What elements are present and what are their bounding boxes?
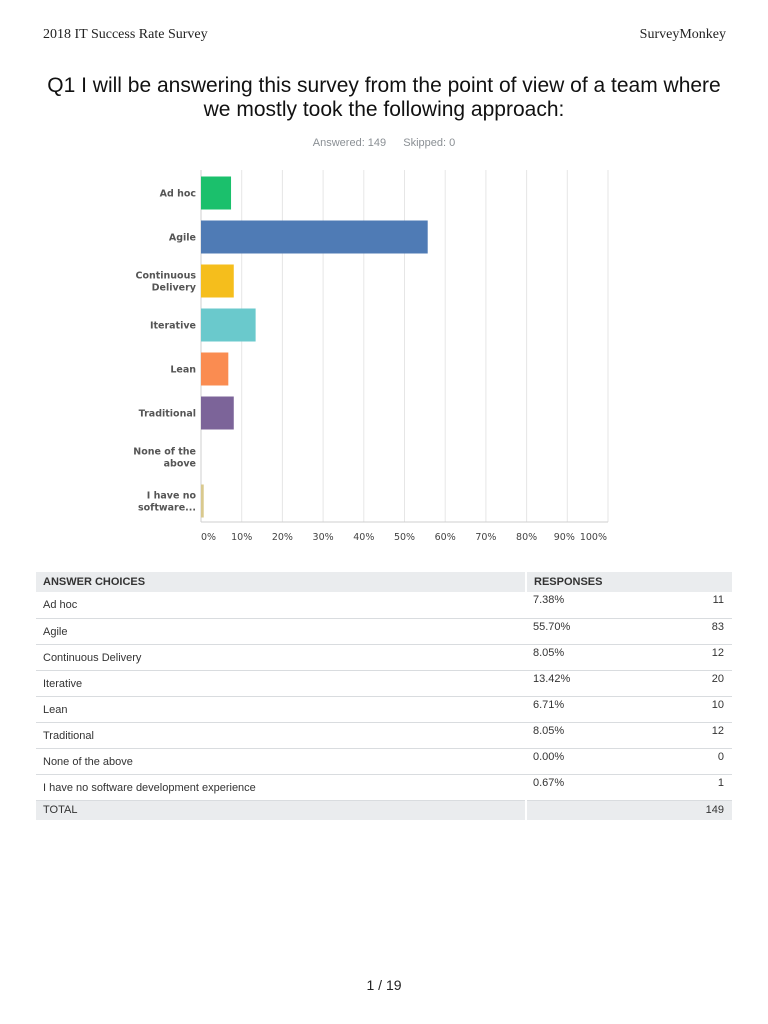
x-tick-label: 80% bbox=[516, 532, 537, 543]
x-tick-label: 90% bbox=[554, 532, 575, 543]
response-count-cell: 0 bbox=[656, 748, 732, 775]
total-count: 149 bbox=[656, 800, 732, 820]
category-label: Delivery bbox=[152, 283, 197, 294]
x-tick-label: 70% bbox=[475, 532, 496, 543]
table-row: I have no software development experienc… bbox=[36, 774, 732, 801]
response-count-cell: 83 bbox=[656, 618, 732, 645]
table-total-row: TOTAL 149 bbox=[36, 800, 732, 820]
bar-mark bbox=[201, 396, 234, 430]
table-row: Ad hoc 7.38% 11 bbox=[36, 592, 732, 619]
answer-choice-cell: Traditional bbox=[36, 722, 526, 749]
response-percent-cell: 0.67% bbox=[526, 774, 656, 801]
question-title: Q1 I will be answering this survey from … bbox=[20, 74, 748, 122]
response-percent-cell: 7.38% bbox=[526, 592, 656, 619]
category-label: Ad hoc bbox=[160, 189, 196, 200]
brand-name: SurveyMonkey bbox=[639, 27, 726, 42]
response-percent-cell: 13.42% bbox=[526, 670, 656, 697]
x-tick-label: 60% bbox=[435, 532, 456, 543]
table-row: Lean 6.71% 10 bbox=[36, 696, 732, 723]
answer-choice-cell: None of the above bbox=[36, 748, 526, 775]
bar-mark bbox=[201, 484, 204, 518]
total-spacer bbox=[525, 800, 656, 820]
response-count-cell: 12 bbox=[656, 644, 732, 671]
category-label: None of the bbox=[133, 447, 196, 458]
table-header-row: ANSWER CHOICES RESPONSES bbox=[36, 572, 732, 592]
response-count-cell: 10 bbox=[656, 696, 732, 723]
table-row: Iterative 13.42% 20 bbox=[36, 670, 732, 697]
x-tick-label: 0% bbox=[201, 532, 216, 543]
x-tick-label: 20% bbox=[272, 532, 293, 543]
bar-mark bbox=[201, 308, 256, 342]
bar-mark bbox=[201, 176, 232, 210]
table-row: Traditional 8.05% 12 bbox=[36, 722, 732, 749]
question-title-line-1: Q1 I will be answering this survey from … bbox=[47, 74, 721, 97]
answer-choice-cell: Agile bbox=[36, 618, 526, 645]
x-tick-label: 100% bbox=[580, 532, 607, 543]
response-count-cell: 20 bbox=[656, 670, 732, 697]
skipped-count: Skipped: 0 bbox=[403, 137, 456, 149]
x-tick-label: 50% bbox=[394, 532, 415, 543]
header-responses: RESPONSES bbox=[525, 572, 732, 592]
answered-count: Answered: 149 bbox=[312, 137, 387, 149]
x-tick-label: 30% bbox=[313, 532, 334, 543]
response-percent-cell: 55.70% bbox=[526, 618, 656, 645]
answer-choice-cell: Lean bbox=[36, 696, 526, 723]
category-label: software... bbox=[138, 503, 196, 514]
response-count-cell: 11 bbox=[656, 592, 732, 619]
table-row: Agile 55.70% 83 bbox=[36, 618, 732, 645]
response-count-cell: 12 bbox=[656, 722, 732, 749]
response-count-cell: 1 bbox=[656, 774, 732, 801]
category-label: Traditional bbox=[139, 409, 196, 420]
response-percent-cell: 6.71% bbox=[526, 696, 656, 723]
answer-choice-cell: Continuous Delivery bbox=[36, 644, 526, 671]
answer-choice-cell: Ad hoc bbox=[36, 592, 526, 619]
table-row: Continuous Delivery 8.05% 12 bbox=[36, 644, 732, 671]
category-label: above bbox=[164, 459, 196, 470]
category-label: Continuous bbox=[135, 271, 196, 282]
bar-mark bbox=[201, 220, 428, 254]
responses-table: ANSWER CHOICES RESPONSES Ad hoc 7.38% 11 Ag… bbox=[36, 572, 732, 820]
category-label: Iterative bbox=[150, 321, 196, 332]
x-tick-label: 10% bbox=[231, 532, 252, 543]
category-label: Agile bbox=[169, 233, 196, 244]
total-label: TOTAL bbox=[36, 800, 526, 820]
document-title: 2018 IT Success Rate Survey bbox=[43, 27, 208, 42]
bar-mark bbox=[201, 352, 229, 386]
page-number: 1 / 19 bbox=[366, 977, 402, 993]
answer-choice-cell: Iterative bbox=[36, 670, 526, 697]
response-percent-cell: 8.05% bbox=[526, 644, 656, 671]
x-tick-label: 40% bbox=[353, 532, 374, 543]
header-answer-choices: ANSWER CHOICES bbox=[36, 572, 526, 592]
category-label: I have no bbox=[147, 491, 197, 502]
answer-choice-cell: I have no software development experienc… bbox=[36, 774, 526, 801]
response-percent-cell: 0.00% bbox=[526, 748, 656, 775]
category-label: Lean bbox=[170, 365, 196, 376]
bar-mark bbox=[201, 264, 234, 298]
table-row: None of the above 0.00% 0 bbox=[36, 748, 732, 775]
response-percent-cell: 8.05% bbox=[526, 722, 656, 749]
question-title-line-2: we mostly took the following approach: bbox=[203, 98, 565, 121]
response-stats: Answered: 149 Skipped: 0 bbox=[0, 137, 768, 149]
